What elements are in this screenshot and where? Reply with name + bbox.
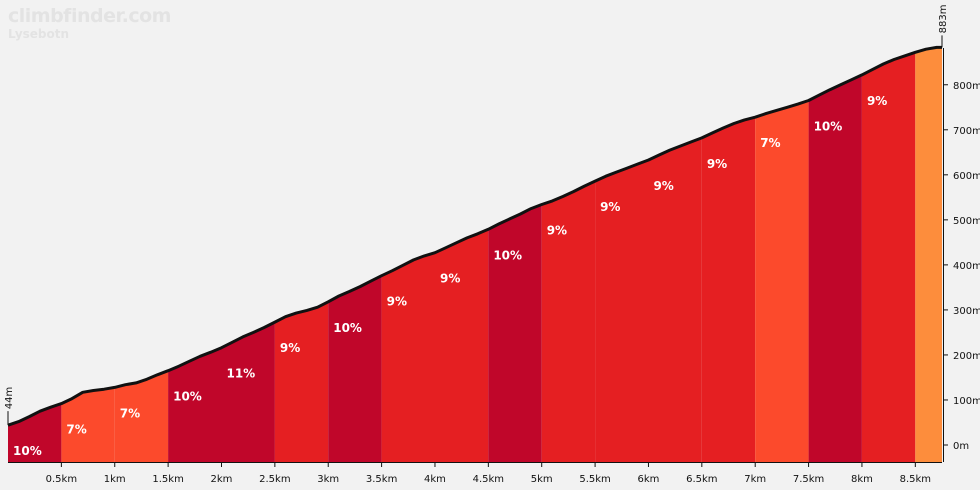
- gradient-segment-17: [861, 52, 916, 463]
- x-tick-label: 7km: [744, 474, 766, 485]
- gradient-label-8: 9%: [387, 295, 407, 309]
- gradient-label-3: 7%: [120, 406, 140, 420]
- gradient-segment-7: [328, 275, 382, 462]
- x-tick-label: 6km: [638, 474, 660, 485]
- y-tick-label: 200m: [953, 351, 980, 362]
- gradient-label-5: 11%: [226, 367, 255, 381]
- gradient-segment-3: [114, 370, 169, 462]
- gradient-label-6: 9%: [280, 341, 300, 355]
- gradient-segment-5: [221, 322, 275, 462]
- x-tick-label: 1.5km: [152, 474, 183, 485]
- gradient-segment-9: [435, 229, 489, 462]
- gradient-label-14: 9%: [707, 157, 727, 171]
- x-tick-label: 5km: [531, 474, 553, 485]
- y-tick-label: 0m: [953, 441, 969, 452]
- gradient-segment-2: [61, 387, 115, 462]
- brand-logo: climbfinder.com: [8, 5, 171, 27]
- gradient-label-9: 9%: [440, 272, 460, 286]
- x-tick-label: 3km: [317, 474, 339, 485]
- gradient-label-2: 7%: [66, 423, 86, 437]
- y-tick-label: 100m: [953, 396, 980, 407]
- gradient-segment-18: [915, 47, 942, 463]
- x-axis: 0.5km 1km 1.5km 2km 2.5km 3km 3.5km 4km 4.5km 5km…: [8, 462, 942, 485]
- y-tick-label: 300m: [953, 306, 980, 317]
- gradient-segment-12: [595, 160, 649, 462]
- gradient-segments: [8, 47, 942, 463]
- profile-line-group: [7, 45, 942, 427]
- gradient-segment-14: [701, 117, 756, 462]
- y-axis: 0m 100m 200m 300m 400m 500m 600m 700m 800m: [943, 48, 980, 462]
- x-tick-label: 2.5km: [259, 474, 290, 485]
- gradient-label-13: 9%: [653, 179, 673, 193]
- x-tick-label: 8.5km: [900, 474, 931, 485]
- x-tick-label: 1km: [104, 474, 126, 485]
- gradient-segment-13: [648, 137, 702, 462]
- x-tick-label: 5.5km: [579, 474, 610, 485]
- gradient-segment-4: [168, 347, 222, 462]
- x-tick-label: 3.5km: [366, 474, 397, 485]
- gradient-label-4: 10%: [173, 390, 202, 404]
- gradient-labels: 10% 7% 7% 10% 11% 9% 10% 9% 9% 10% 9% 9% 9% 9% 7% 10% 9%: [13, 94, 887, 458]
- profile-line: [7, 45, 942, 427]
- gradient-segment-15: [755, 100, 809, 462]
- y-tick-label: 600m: [953, 171, 980, 182]
- y-tick-label: 500m: [953, 216, 980, 227]
- y-tick-label: 700m: [953, 126, 980, 137]
- gradient-segment-10: [488, 204, 542, 462]
- x-tick-label: 2km: [211, 474, 233, 485]
- gradient-label-1: 10%: [13, 444, 42, 458]
- gradient-label-17: 9%: [867, 94, 887, 108]
- y-tick-label: 400m: [953, 261, 980, 272]
- climb-name: Lysebotn: [8, 27, 70, 41]
- end-elevation-label: 883m: [938, 5, 949, 34]
- start-elevation-label: 44m: [4, 387, 15, 409]
- gradient-segment-16: [808, 74, 862, 463]
- gradient-segment-11: [541, 181, 596, 462]
- x-tick-label: 7.5km: [793, 474, 824, 485]
- elevation-end-labels: 44m 883m: [4, 5, 949, 426]
- gradient-label-10: 10%: [493, 248, 522, 262]
- x-tick-label: 6.5km: [686, 474, 717, 485]
- x-tick-label: 8km: [851, 474, 873, 485]
- gradient-label-16: 10%: [814, 120, 843, 134]
- gradient-label-12: 9%: [600, 200, 620, 214]
- gradient-label-11: 9%: [547, 224, 567, 238]
- gradient-segment-1: [8, 403, 62, 462]
- y-tick-label: 800m: [953, 81, 980, 92]
- x-tick-label: 4km: [424, 474, 446, 485]
- gradient-label-15: 7%: [760, 136, 780, 150]
- gradient-label-7: 10%: [333, 321, 362, 335]
- x-tick-label: 0.5km: [46, 474, 77, 485]
- gradient-segment-8: [381, 252, 435, 462]
- x-tick-label: 4.5km: [473, 474, 504, 485]
- gradient-segment-6: [274, 301, 329, 462]
